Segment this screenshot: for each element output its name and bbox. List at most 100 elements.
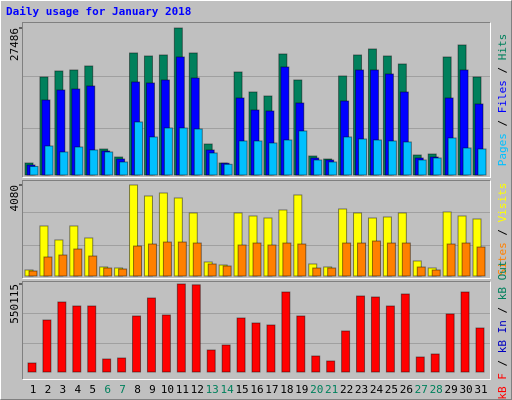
x-tick-label: 31: [474, 383, 487, 396]
bar: [298, 130, 308, 176]
bar: [59, 151, 69, 176]
bar: [42, 319, 52, 373]
bar: [134, 121, 144, 176]
x-tick-label: 14: [221, 383, 235, 396]
bar: [117, 357, 127, 373]
bar: [221, 344, 231, 373]
bar: [163, 127, 173, 176]
bar: [297, 243, 307, 277]
x-tick-label: 17: [265, 383, 278, 396]
bar: [447, 137, 457, 176]
legend-entry: Files: [496, 80, 509, 113]
bar: [119, 161, 129, 176]
bar: [312, 267, 322, 277]
y-tick-label: 4080: [8, 185, 21, 212]
x-tick-label: 9: [149, 383, 156, 396]
x-tick-label: 29: [445, 383, 458, 396]
bar: [147, 243, 157, 277]
x-tick-label: 13: [206, 383, 219, 396]
bar: [282, 242, 292, 277]
bevel: [22, 22, 491, 178]
separator: /: [496, 60, 509, 80]
bar: [89, 149, 99, 176]
x-tick-label: 19: [295, 383, 308, 396]
bar: [73, 248, 83, 277]
bar: [475, 327, 485, 373]
bar: [402, 141, 412, 176]
bar: [296, 315, 306, 373]
bar: [386, 242, 396, 277]
bar: [400, 293, 410, 373]
bar: [328, 161, 338, 176]
x-tick-label: 21: [325, 383, 338, 396]
bar: [461, 242, 471, 277]
bar: [148, 136, 158, 176]
bar: [162, 241, 172, 277]
bar: [343, 136, 353, 176]
bar: [445, 313, 455, 373]
bar: [342, 242, 352, 277]
bar: [236, 317, 246, 373]
bar: [477, 148, 487, 176]
y-tick-label: 550115: [8, 284, 21, 324]
x-tick-label: 11: [176, 383, 189, 396]
bar: [27, 362, 37, 373]
separator: /: [496, 113, 509, 133]
bar: [161, 314, 171, 373]
x-tick-label: 22: [340, 383, 353, 396]
bevel: [22, 180, 491, 279]
bevel: [22, 180, 491, 279]
bar: [43, 256, 53, 277]
bar: [87, 305, 97, 373]
legend-entry: Visits: [496, 183, 509, 223]
bar: [266, 324, 276, 373]
legend: Sites / Visits: [496, 183, 509, 276]
separator: /: [496, 300, 509, 320]
bar: [178, 127, 188, 176]
legend-entry: Sites: [496, 242, 509, 275]
bar: [57, 301, 67, 373]
x-tick-label: 18: [280, 383, 293, 396]
x-tick-label: 2: [45, 383, 52, 396]
x-tick-label: 4: [74, 383, 81, 396]
bar: [29, 165, 39, 176]
bar: [372, 139, 382, 176]
bar: [132, 315, 142, 373]
bar: [341, 330, 351, 373]
bar: [222, 265, 232, 277]
bar: [358, 138, 368, 176]
bar: [462, 147, 472, 176]
x-tick-label: 23: [355, 383, 368, 396]
bar: [177, 241, 187, 277]
legend-entry: kB Out: [496, 260, 509, 300]
bar: [251, 322, 261, 373]
bevel: [22, 281, 491, 380]
bar: [313, 159, 323, 176]
legend: Pages / Files / Hits: [496, 34, 509, 167]
legend-entry: Hits: [496, 34, 509, 61]
bar: [268, 142, 278, 176]
x-tick-label: 16: [250, 383, 263, 396]
bar: [283, 139, 293, 176]
bar: [357, 242, 367, 277]
bar: [356, 295, 366, 373]
bar: [206, 349, 216, 373]
bar: [311, 355, 321, 373]
bar: [133, 245, 143, 277]
bar: [267, 244, 277, 277]
x-tick-label: 10: [161, 383, 174, 396]
bar: [476, 246, 486, 277]
x-tick-label: 30: [459, 383, 472, 396]
legend-entry: kB In: [496, 320, 509, 353]
bar: [431, 269, 441, 277]
x-tick-label: 5: [89, 383, 96, 396]
bar: [44, 145, 54, 176]
chart-title: Daily usage for January 2018: [6, 5, 191, 18]
bar: [103, 267, 113, 277]
bar: [28, 270, 38, 277]
x-tick-label: 15: [235, 383, 248, 396]
bar: [252, 242, 262, 277]
bevel: [22, 22, 491, 178]
